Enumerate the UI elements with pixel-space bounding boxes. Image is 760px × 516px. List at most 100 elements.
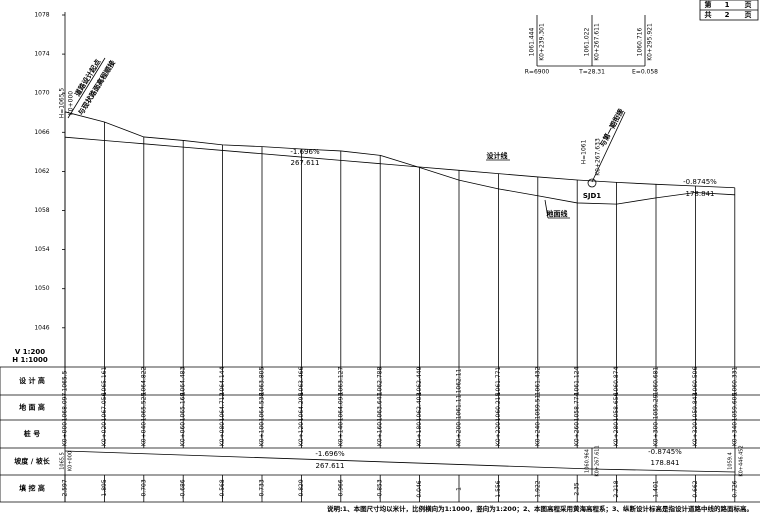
ground-height: 1059.29 xyxy=(653,394,660,419)
station: K0+240 xyxy=(534,422,541,446)
station: K0+300 xyxy=(653,422,660,446)
ground-height: 1062.403 xyxy=(416,393,423,422)
row-label: 填 挖 高 xyxy=(19,484,45,493)
curve-param: T=28.31 xyxy=(578,69,605,76)
axis-tick-label: 1058 xyxy=(34,207,49,214)
ground-height: 1064.093 xyxy=(337,393,344,422)
footnote: 说明:1、本图尺寸均以米计，比例横向为1:1000，竖向为1:200；2、本图高… xyxy=(327,504,753,513)
design-height: 1060.506 xyxy=(692,367,699,396)
sheet-marker: 页 xyxy=(745,1,752,9)
fill-cut: 1.556 xyxy=(495,480,502,497)
fill-cut: 1.922 xyxy=(534,480,541,497)
slope-label: 1060.964 xyxy=(585,449,591,473)
sheet-marker: 第 xyxy=(705,0,712,9)
fill-cut: 2.218 xyxy=(613,480,620,497)
annotation: 与第一期衔接 xyxy=(598,107,626,148)
axis-tick-label: 1050 xyxy=(34,285,49,292)
curve-elev: 1061.444 xyxy=(529,28,536,57)
annotation: H=1061 xyxy=(581,139,588,164)
ground-height: 1065.169 xyxy=(180,393,187,422)
fill-cut: -0.733 xyxy=(259,479,266,499)
annotation: K0+000 xyxy=(68,91,75,115)
design-height: 1062.449 xyxy=(416,367,423,396)
ground-height: 1059.51 xyxy=(534,394,541,419)
ground-height: 1060.215 xyxy=(495,393,502,422)
design-height: 1064.483 xyxy=(180,367,187,396)
ground-line xyxy=(64,111,735,205)
pvi-marker xyxy=(587,178,597,188)
leader xyxy=(544,199,549,219)
fill-cut: -0.686 xyxy=(180,479,187,499)
station: K0+200 xyxy=(456,422,463,446)
ground-height: 1064.712 xyxy=(219,393,226,422)
row-label: 地 面 高 xyxy=(19,403,45,412)
design-height: 1061.124 xyxy=(574,367,581,396)
ground-height: 1065.525 xyxy=(140,393,147,422)
station: K0+120 xyxy=(298,422,305,446)
ground-height: 1058.774 xyxy=(574,393,581,422)
annotation: -1.696% xyxy=(290,148,320,156)
axis-tick-label: 1054 xyxy=(34,246,49,253)
design-height: 1064.144 xyxy=(219,367,226,396)
annotation: 267.611 xyxy=(291,159,320,167)
design-height: 1062.11 xyxy=(456,368,463,393)
fill-cut: 1.401 xyxy=(653,480,660,497)
scale-h: H 1:1000 xyxy=(12,356,48,364)
curve-station: K0+295.921 xyxy=(647,23,654,61)
annotation: 设计线 xyxy=(487,151,508,160)
station: K0+060 xyxy=(180,422,187,446)
slope-label: K0+000 xyxy=(68,451,74,471)
slope-label: K0+446.452 xyxy=(739,445,745,476)
station: K0+020 xyxy=(101,422,108,446)
station: K0+340 xyxy=(731,422,738,446)
station: K0+220 xyxy=(495,422,502,446)
fill-cut: -0.568 xyxy=(219,479,226,499)
fill-cut: 1 xyxy=(456,487,463,491)
leader xyxy=(591,111,626,183)
curve-param: R=6900 xyxy=(525,69,550,76)
station: K0+080 xyxy=(219,422,226,446)
fill-cut: -1.895 xyxy=(101,479,108,499)
curve-param: E=0.058 xyxy=(632,69,658,76)
design-height: 1063.127 xyxy=(337,367,344,396)
station: K0+260 xyxy=(574,422,581,446)
fill-cut: 0.726 xyxy=(731,480,738,497)
ground-height: 1064.295 xyxy=(298,393,305,422)
fill-cut: -0.853 xyxy=(377,479,384,499)
slope-label: -0.8745% xyxy=(648,448,682,456)
ground-height: 1067.056 xyxy=(101,393,108,422)
slope-label: 1065.5 xyxy=(60,452,66,470)
slope-label: 267.611 xyxy=(316,462,345,470)
axis-tick-label: 1066 xyxy=(34,129,49,136)
station: K0+040 xyxy=(140,422,147,446)
axis-tick-label: 1074 xyxy=(34,51,49,58)
fill-cut: -0.703 xyxy=(140,479,147,499)
axis-tick-label: 1078 xyxy=(34,12,49,19)
ground-height: 1059.843 xyxy=(692,393,699,422)
station: K0+180 xyxy=(416,422,423,446)
station: K0+320 xyxy=(692,422,699,446)
annotation: SJD1 xyxy=(583,192,601,200)
row-label: 设 计 高 xyxy=(19,376,45,385)
station: K0+280 xyxy=(613,422,620,446)
design-height: 1065.161 xyxy=(101,367,108,396)
sheet-marker: 1 xyxy=(725,1,730,9)
ground-height: 1058.656 xyxy=(613,393,620,422)
design-height: 1060.681 xyxy=(653,367,660,396)
ground-height: 1063.641 xyxy=(377,393,384,422)
row-label: 坡度 / 坡长 xyxy=(14,457,50,466)
ground-height: 1068.097 xyxy=(62,393,69,422)
scale-v: V 1:200 xyxy=(15,348,45,356)
annotation: -0.8745% xyxy=(683,178,717,186)
leader xyxy=(67,57,106,119)
axis-tick-label: 1062 xyxy=(34,168,49,175)
grade-line xyxy=(64,450,593,470)
station: K0+100 xyxy=(259,422,266,446)
sheet-marker: 共 xyxy=(705,10,712,19)
design-height: 1064.822 xyxy=(140,367,147,396)
annotation: H=1065.5 xyxy=(59,88,66,119)
slope-label: -1.696% xyxy=(315,450,345,458)
axis-tick-label: 1070 xyxy=(34,90,49,97)
design-height: 1063.466 xyxy=(298,367,305,396)
